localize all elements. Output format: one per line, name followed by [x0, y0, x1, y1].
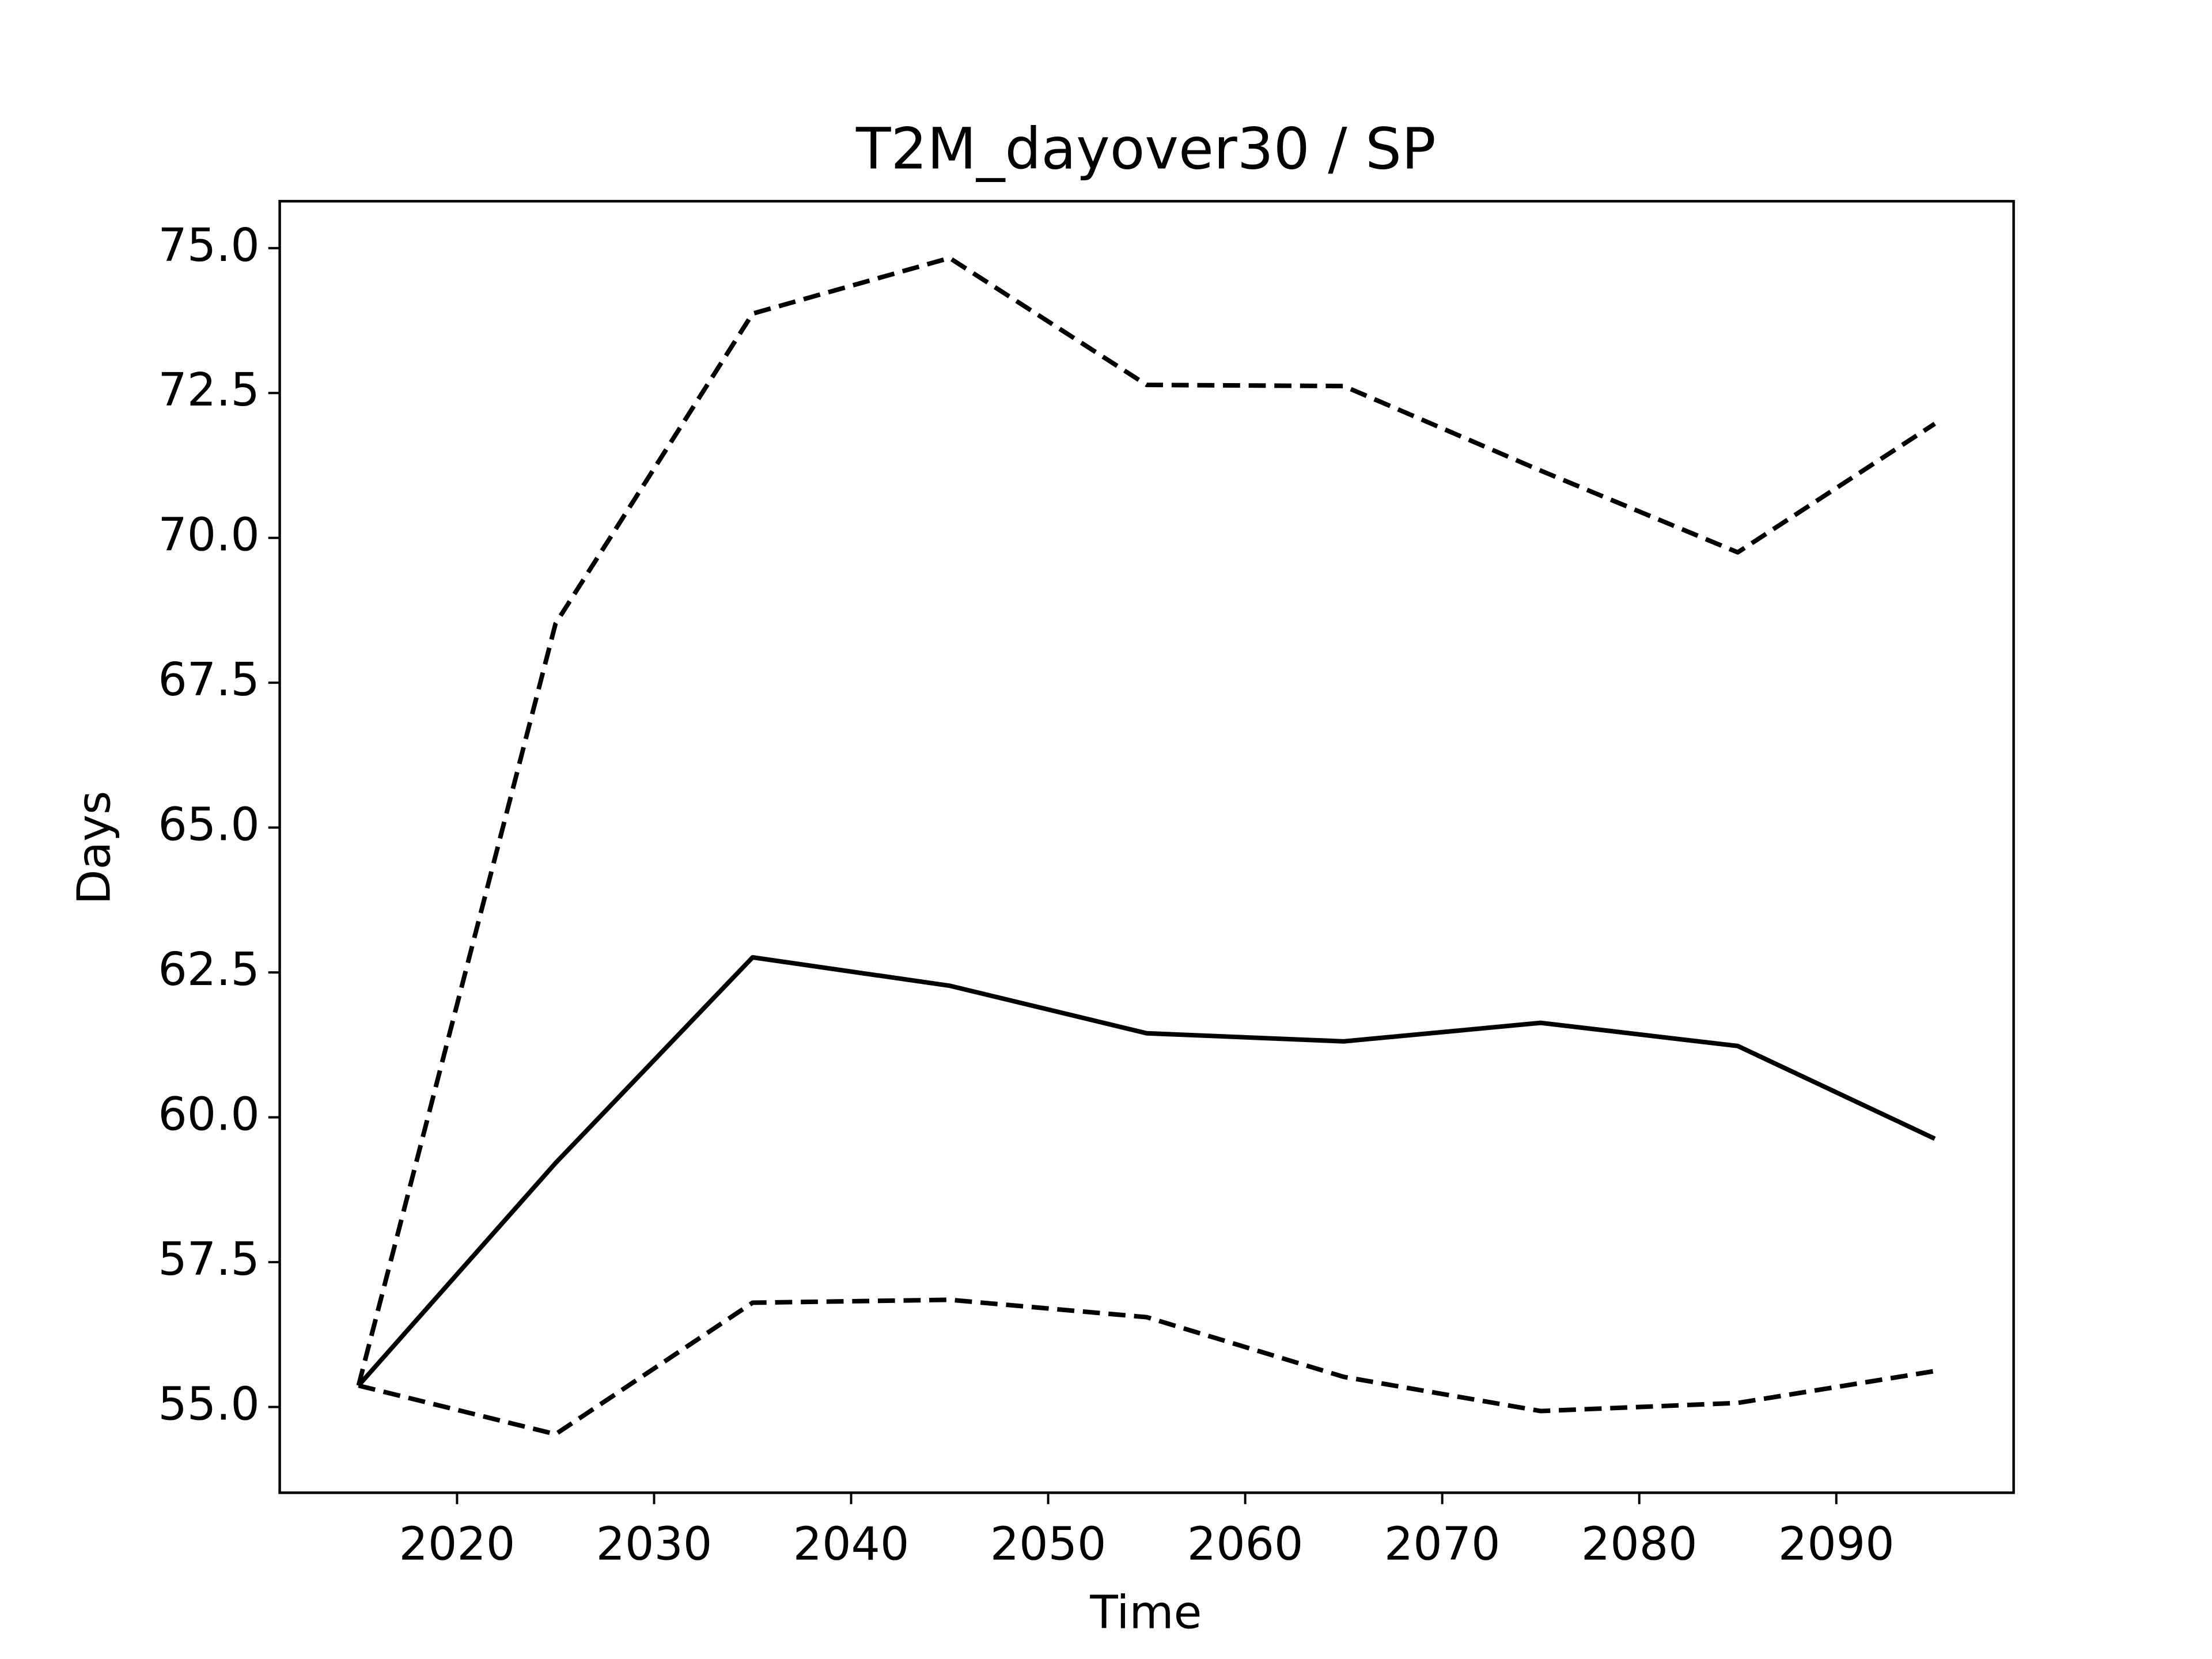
y-tick-label: 62.5	[158, 942, 259, 996]
x-tick-label: 2060	[1187, 1517, 1304, 1570]
y-axis-label: Days	[67, 791, 120, 905]
x-tick-label: 2090	[1778, 1517, 1895, 1570]
y-tick-label: 65.0	[158, 798, 259, 851]
y-tick-label: 67.5	[158, 653, 259, 706]
y-tick-label: 75.0	[158, 218, 259, 272]
line-series	[358, 1297, 1936, 1437]
chart-title: T2M_dayover30 / SP	[855, 116, 1436, 182]
y-tick-label: 57.5	[158, 1232, 259, 1286]
x-tick-label: 2040	[793, 1517, 910, 1570]
x-tick-label: 2080	[1581, 1517, 1698, 1570]
x-tick-label: 2030	[596, 1517, 713, 1570]
line-series	[356, 255, 1936, 1387]
x-tick-label: 2050	[990, 1517, 1107, 1570]
x-tick-label: 2070	[1384, 1517, 1501, 1570]
y-tick-label: 60.0	[158, 1088, 259, 1141]
x-axis-label: Time	[1089, 1585, 1202, 1639]
y-tick-label: 55.0	[158, 1377, 259, 1430]
y-tick-label: 70.0	[158, 508, 259, 562]
x-tick-label: 2020	[399, 1517, 516, 1570]
y-tick-label: 72.5	[158, 363, 259, 416]
line-series	[357, 955, 1936, 1387]
plot-frame	[278, 200, 2015, 1494]
